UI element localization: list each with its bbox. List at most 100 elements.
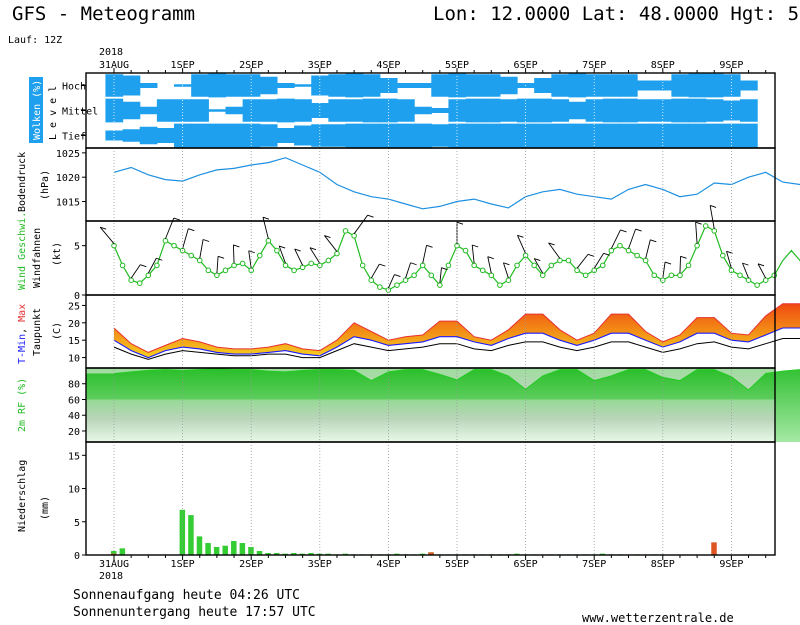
y-tick-label: 15 [68,336,80,347]
wind-point [599,262,606,269]
cloud-cell [705,99,724,122]
pressure-unit: (hPa) [40,170,51,200]
wind-barb-flag [188,228,195,232]
day-tick-label-bottom: 5SEP [445,559,469,570]
cloud-cell [448,99,467,122]
cloud-cell [139,106,158,115]
wind-barb-flag [503,262,510,266]
cloud-cell [328,124,347,147]
cloud-cell [637,99,655,122]
cloud-cell [499,123,518,148]
wind-barb-flag [635,228,642,232]
day-tick-label-top: 4SEP [376,60,400,71]
cloud-cell [482,98,501,123]
wind-point [754,282,760,288]
wind-point [411,272,417,279]
windbarb-ylabel: Windfahnen [32,228,43,288]
day-tick-label-top: 1SEP [171,60,195,71]
wind-point [702,223,709,229]
day-tick-label-bottom: 31AUG [99,559,129,570]
wind-point [471,262,477,269]
wind-point [265,237,272,244]
precip-bar [265,553,271,555]
wind-barb [662,262,666,279]
wind-barb [471,244,475,264]
wind-barb [487,256,492,274]
wind-point [617,242,623,249]
cloud-cell [722,100,741,121]
cloud-cell [431,124,450,147]
wind-barb [576,254,589,269]
wind-barb-flag [757,263,765,267]
panel-frame-wind [85,220,776,296]
wind-barb [309,247,321,264]
source-link[interactable]: www.wetterzentrale.de [582,611,734,625]
cloud-cell [482,74,501,97]
cloud-cell [739,99,758,122]
wind-point [359,262,366,269]
dewpoint-ylabel: Taupunkt [32,308,43,356]
wind-barb-flag [695,221,702,225]
wind-axis-titles: Wind Geschwi. Windfahnen (kt) [17,212,63,290]
precip-conv-bar [428,552,434,555]
wind-point [239,260,246,267]
wind-point [385,287,392,293]
cloud-level-tick-label: Hoch [62,82,86,93]
cloud-cell [345,99,364,122]
precip-bar [239,543,246,555]
wind-point [282,262,289,269]
cloud-cell [534,123,552,148]
cloud-cell [242,99,261,122]
day-tick-label-bottom: 6SEP [514,559,538,570]
wind-ylabel: Wind Geschwi. [17,212,28,290]
wind-point [514,262,520,269]
cloud-cell [585,99,604,122]
wind-barb [593,253,604,269]
day-tick-label-top: 31AUG [99,60,129,71]
cloud-cell [414,106,432,115]
precip-bar [308,553,314,555]
wind-barb-flag [603,252,610,256]
cloud-cell [139,126,158,145]
day-tick-label-top: 8SEP [651,60,675,71]
wind-point [634,252,640,259]
day-tick-label-bottom: 2SEP [239,559,263,570]
wind-point [488,272,495,279]
wind-barb-flag [100,226,107,230]
day-tick-label-top: 6SEP [514,60,538,71]
day-tick-label-top: 9SEP [719,60,743,71]
day-tick-label-bottom: 3SEP [308,559,332,570]
cloud-cell [465,123,484,148]
wind-point [720,252,726,259]
wind-barb [294,248,304,266]
cloud-cell [551,74,570,97]
wind-barb-flag [472,244,479,248]
cloud-cell [328,99,347,122]
cloud-cell [259,124,278,147]
wind-barb [182,228,189,249]
wind-point [711,228,718,234]
wind-point [419,262,426,269]
y-tick-label: 5 [74,518,80,529]
cloud-cell [362,98,381,123]
cloud-cell [105,98,124,123]
y-tick-label: 20 [68,319,80,330]
cloud-cell [517,123,535,148]
wind-barb-flag [233,244,240,248]
temperature-panel [113,303,800,360]
precip-bar [213,547,220,555]
day-tick-label-bottom: 9SEP [719,559,743,570]
wind-point [291,267,297,274]
cloud-cell [294,99,312,122]
wind-point [737,272,743,279]
cloud-cell [517,98,535,123]
cloud-cell [705,123,724,148]
cloud-cell [688,73,707,98]
pressure-panel [113,157,800,210]
panel-frames [85,72,776,556]
cloud-cell [482,123,501,148]
precip-bar [222,545,228,555]
cloud-cell [396,99,415,122]
cloud-cell [259,76,278,95]
cloud-cell [174,123,192,148]
